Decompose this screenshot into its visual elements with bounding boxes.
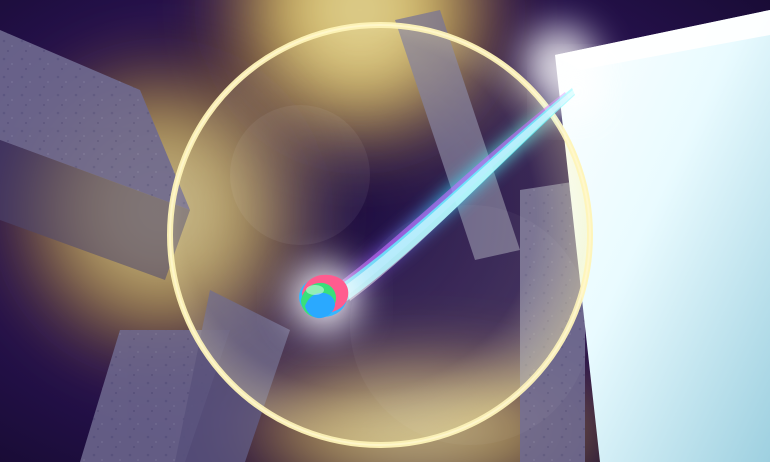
right-light-panel <box>522 10 770 462</box>
glowing-bubble <box>167 22 593 448</box>
rainbow-comet-trail <box>310 68 599 320</box>
rainbow-orb <box>291 264 359 332</box>
left-rock-beam <box>0 30 190 280</box>
